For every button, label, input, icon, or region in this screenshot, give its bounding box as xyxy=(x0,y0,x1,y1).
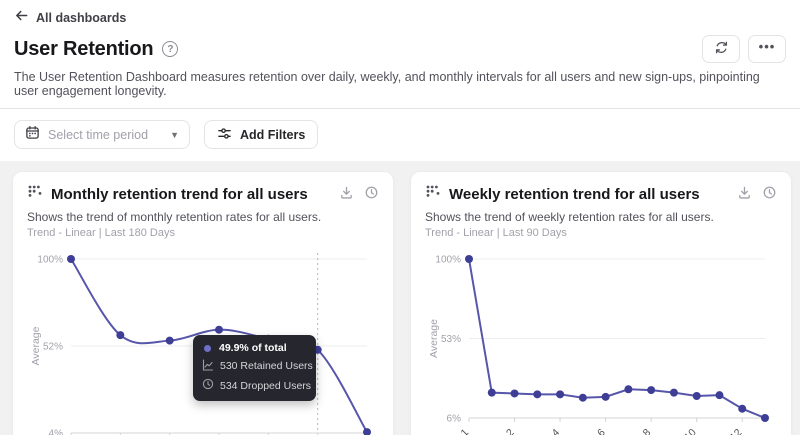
svg-text:6%: 6% xyxy=(447,414,462,425)
svg-text:100%: 100% xyxy=(37,255,63,266)
svg-text:52%: 52% xyxy=(43,342,63,353)
back-arrow-icon xyxy=(14,8,29,28)
scatter-plot-icon xyxy=(27,184,43,205)
refresh-button[interactable] xyxy=(702,35,740,63)
line-chart-icon xyxy=(202,359,214,375)
card-meta: Trend - Linear | Last 90 Days xyxy=(425,227,567,239)
more-options-icon: ••• xyxy=(758,38,776,54)
clock-icon xyxy=(202,378,214,394)
svg-text:100%: 100% xyxy=(435,255,461,266)
page-header: All dashboards User Retention ? ••• The … xyxy=(0,0,800,108)
svg-text:Week 8: Week 8 xyxy=(620,427,654,435)
scatter-plot-icon xyxy=(425,184,441,205)
back-link-label: All dashboards xyxy=(36,11,127,25)
card-meta: Trend - Linear | Last 180 Days xyxy=(27,227,175,239)
sliders-icon xyxy=(217,126,232,144)
time-period-select[interactable]: Select time period ▼ xyxy=(14,120,190,149)
tooltip-dropped: 534 Dropped Users xyxy=(220,379,312,392)
svg-text:Average: Average xyxy=(30,326,42,365)
series-dot-icon xyxy=(204,344,211,352)
header-divider xyxy=(0,108,800,109)
svg-text:< Week 1: < Week 1 xyxy=(431,427,471,435)
card-title: Weekly retention trend for all users xyxy=(449,186,700,203)
svg-text:Week 10: Week 10 xyxy=(661,427,699,435)
card-title: Monthly retention trend for all users xyxy=(51,186,308,203)
tooltip-percent: 49.9% of total xyxy=(219,342,287,354)
page-title: User Retention xyxy=(14,37,154,60)
svg-text:Week 2: Week 2 xyxy=(483,427,517,435)
filter-bar: Select time period ▼ Add Filters xyxy=(0,109,800,161)
add-filters-label: Add Filters xyxy=(239,127,306,142)
dashboard-canvas: Monthly retention trend for all users Sh… xyxy=(0,161,800,435)
card-subtitle: Shows the trend of monthly retention rat… xyxy=(27,210,322,224)
svg-text:Week 6: Week 6 xyxy=(574,427,608,435)
page-description: The User Retention Dashboard measures re… xyxy=(14,70,760,98)
refresh-icon xyxy=(714,40,729,58)
back-link[interactable]: All dashboards xyxy=(14,8,126,28)
chevron-down-icon: ▼ xyxy=(170,129,179,140)
help-icon[interactable]: ? xyxy=(162,41,179,57)
svg-text:Week 4: Week 4 xyxy=(529,427,563,435)
download-icon[interactable] xyxy=(737,185,752,205)
add-filters-button[interactable]: Add Filters xyxy=(203,120,319,149)
card-subtitle: Shows the trend of weekly retention rate… xyxy=(425,210,714,224)
chart-tooltip: 49.9% of total 530 Retained Users 534 Dr… xyxy=(193,335,316,401)
time-period-placeholder: Select time period xyxy=(48,127,149,142)
tooltip-retained: 530 Retained Users xyxy=(220,360,313,373)
calendar-icon xyxy=(25,125,40,145)
more-options-button[interactable]: ••• xyxy=(748,35,786,63)
weekly-retention-chart[interactable]: 100% 53% 6% < Week 1 Week 2 Week 4 Week 6 Week … xyxy=(425,241,777,435)
history-clock-icon[interactable] xyxy=(364,185,379,205)
svg-text:4%: 4% xyxy=(49,429,64,435)
svg-text:Week 12: Week 12 xyxy=(707,427,745,435)
svg-text:53%: 53% xyxy=(441,334,461,345)
download-icon[interactable] xyxy=(339,185,354,205)
svg-text:Average: Average xyxy=(428,319,440,358)
monthly-retention-chart[interactable]: 100%52%4%< Month 1Month 1Month 2Month 3M… xyxy=(27,241,379,435)
history-clock-icon[interactable] xyxy=(762,185,777,205)
monthly-retention-card: Monthly retention trend for all users Sh… xyxy=(12,171,394,435)
weekly-retention-card: Weekly retention trend for all users Sho… xyxy=(410,171,792,435)
